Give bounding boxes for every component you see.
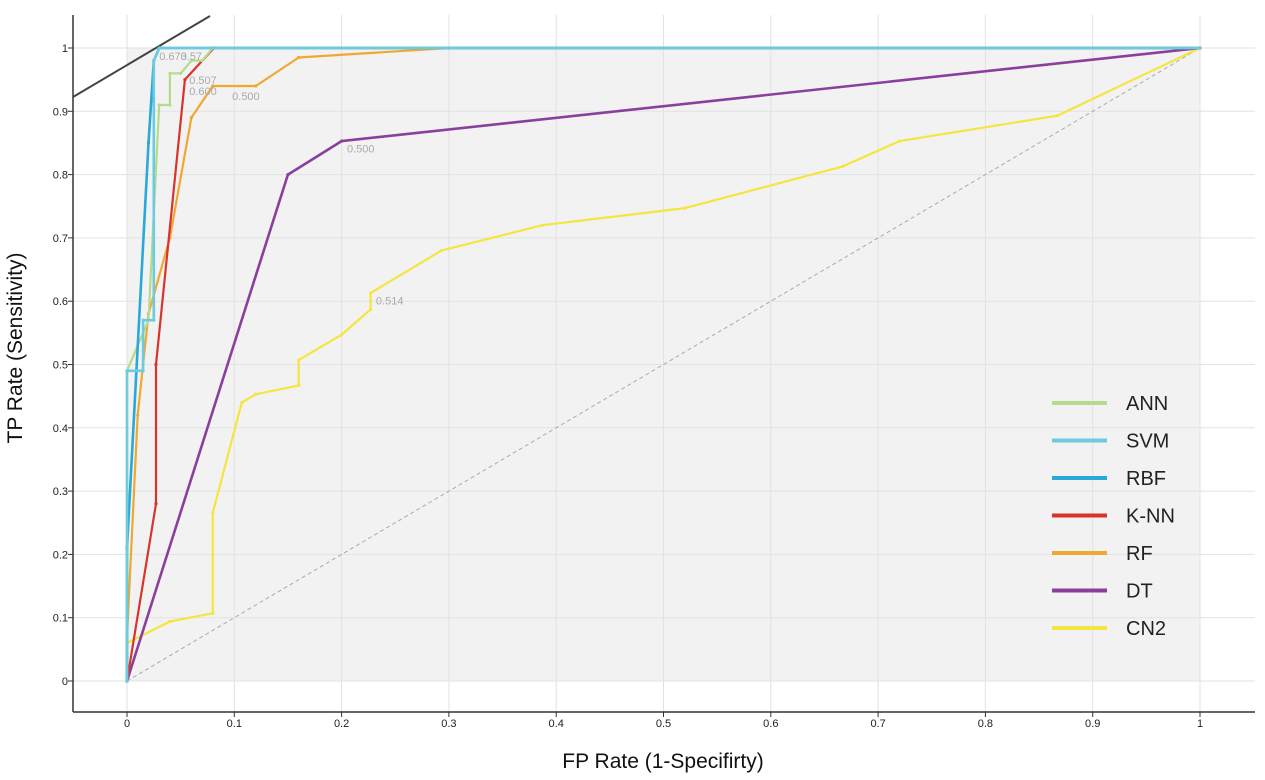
legend-label-ann: ANN <box>1126 393 1168 415</box>
x-tick-label: 1 <box>1197 718 1203 730</box>
point-svm <box>125 679 129 683</box>
series <box>125 46 1202 683</box>
point-cn2 <box>340 333 344 337</box>
x-tick-label: 0.2 <box>334 718 349 730</box>
legend: ANN SVM RBF K-NN RF DT CN2 <box>1052 393 1175 640</box>
series-line-svm <box>125 46 1200 681</box>
point-svm <box>157 46 161 50</box>
point-rf <box>211 84 215 88</box>
point-cn2 <box>297 358 301 362</box>
y-tick-label: 0.5 <box>53 360 68 372</box>
point-svm <box>152 318 156 322</box>
point-cn2 <box>168 619 172 624</box>
point-cn2 <box>240 400 244 405</box>
point-cn2 <box>211 611 215 615</box>
threshold-label: 0.673 <box>159 51 187 63</box>
x-tick-label: 0.9 <box>1085 718 1100 730</box>
point-cn2 <box>254 392 258 396</box>
ticks: 0 0.1 0.2 0.3 0.4 0.5 0.6 0.7 0.8 0.9 1 0 0.1 0.2 0.3 0… <box>53 43 1203 730</box>
x-tick-label: 0 <box>124 718 130 730</box>
y-axis-title: TP Rate (Sensitivity) <box>4 253 27 444</box>
x-axis-title: FP Rate (1-Specifirty) <box>562 750 764 773</box>
y-tick-label: 0.8 <box>53 170 68 182</box>
legend-label-dt: DT <box>1126 581 1153 603</box>
point-svm <box>1198 46 1202 50</box>
diagonal-reference-line <box>126 47 1201 682</box>
point-rf <box>136 413 140 417</box>
point-svm <box>141 369 145 373</box>
point-rf <box>254 84 258 88</box>
point-knn <box>183 78 187 82</box>
x-tick-label: 0.4 <box>549 718 564 730</box>
threshold-label: 0.600 <box>189 86 217 98</box>
point-cn2 <box>897 139 902 143</box>
point-cn2 <box>368 307 373 312</box>
point-rf <box>189 116 193 120</box>
point-knn <box>154 502 158 506</box>
point-ann <box>200 59 204 63</box>
point-svm <box>141 318 145 322</box>
threshold-label: 0.514 <box>376 295 404 307</box>
point-cn2 <box>1055 114 1059 118</box>
threshold-label: 0.500 <box>347 143 375 155</box>
point-cn2 <box>683 206 687 210</box>
point-ann <box>179 71 183 75</box>
point-dt <box>340 139 344 143</box>
point-cn2 <box>368 291 373 295</box>
y-tick-label: 0.7 <box>53 233 68 245</box>
point-ann <box>168 71 172 75</box>
x-tick-label: 0.1 <box>227 718 242 730</box>
point-ann <box>157 103 161 107</box>
x-tick-label: 0.5 <box>656 718 671 730</box>
x-tick-label: 0.6 <box>763 718 778 730</box>
legend-label-svm: SVM <box>1126 431 1169 453</box>
legend-label-cn2: CN2 <box>1126 618 1166 640</box>
y-tick-label: 0.4 <box>53 423 68 435</box>
point-svm <box>152 59 156 63</box>
point-cn2 <box>439 248 443 253</box>
legend-label-rbf: RBF <box>1126 468 1166 490</box>
threshold-label: 0.507 <box>189 75 217 87</box>
point-rf <box>297 55 301 60</box>
point-rbf <box>146 141 151 145</box>
x-tick-label: 0.7 <box>870 718 885 730</box>
y-tick-label: 0.2 <box>53 549 68 561</box>
point-cn2 <box>297 383 301 387</box>
y-tick-label: 1 <box>62 43 68 55</box>
threshold-label: 0.500 <box>232 91 260 103</box>
y-tick-label: 0.9 <box>53 106 68 118</box>
x-tick-label: 0.3 <box>441 718 456 730</box>
point-svm <box>125 369 129 373</box>
y-tick-label: 0 <box>62 676 68 688</box>
point-ann <box>189 59 193 63</box>
y-tick-label: 0.3 <box>53 486 68 498</box>
x-tick-label: 0.8 <box>978 718 993 730</box>
point-cn2 <box>841 164 845 168</box>
legend-label-knn: K-NN <box>1126 506 1175 528</box>
legend-label-rf: RF <box>1126 543 1153 565</box>
point-cn2 <box>211 511 215 515</box>
point-ann <box>168 103 172 107</box>
point-cn2 <box>540 223 544 227</box>
y-tick-label: 0.1 <box>53 613 68 625</box>
point-dt <box>286 173 290 177</box>
point-knn <box>154 362 158 367</box>
iso-performance-line <box>72 15 211 98</box>
y-tick-label: 0.6 <box>53 296 68 308</box>
series-line-dt <box>125 46 1201 682</box>
threshold-label: 0.57 <box>181 51 202 63</box>
